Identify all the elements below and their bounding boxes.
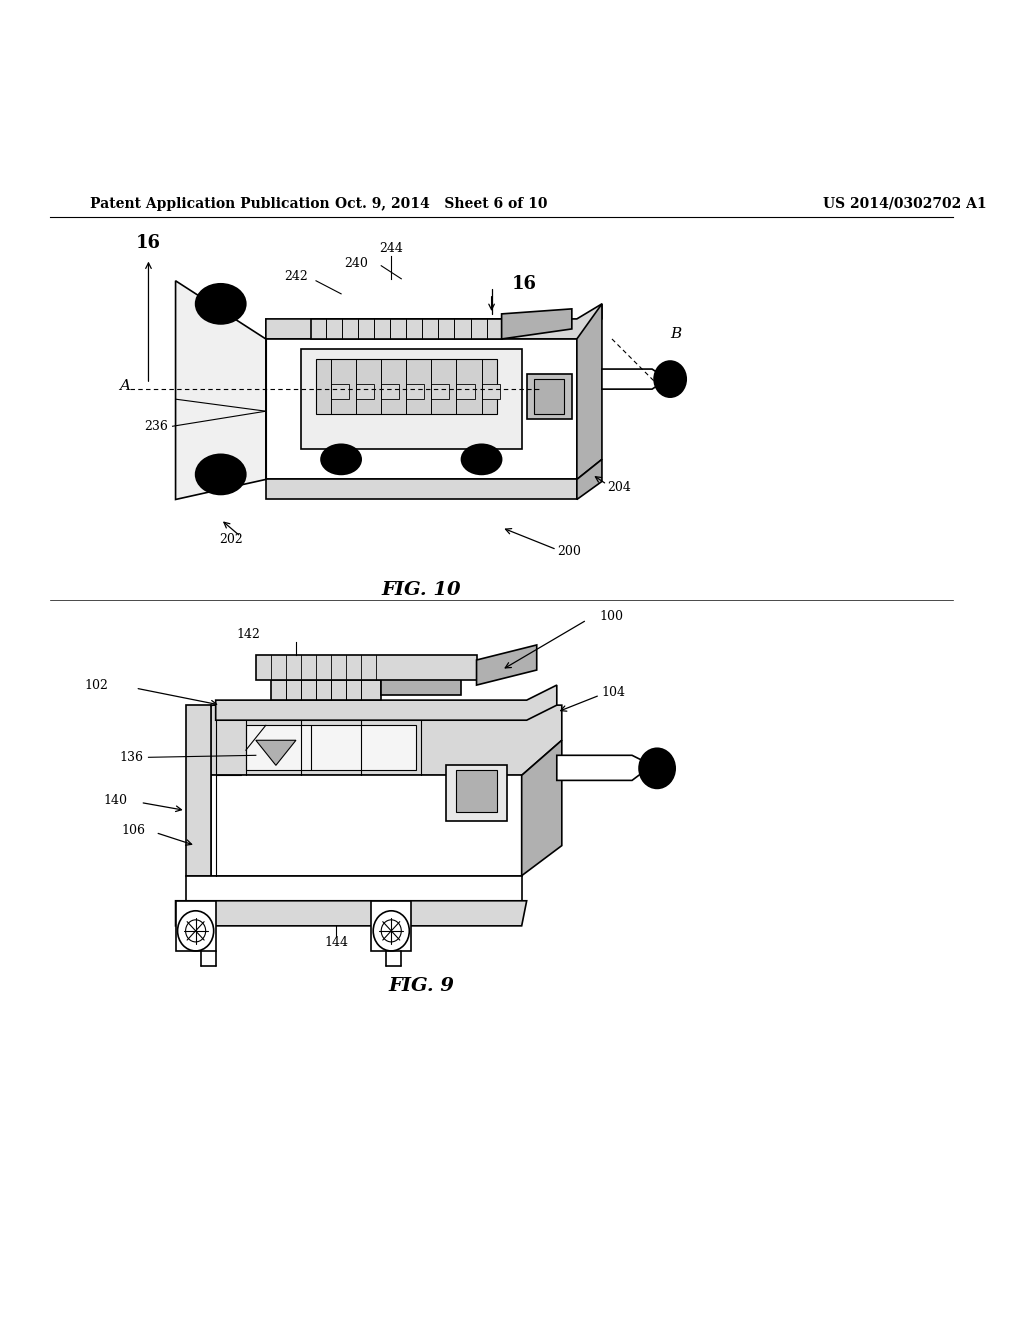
- Polygon shape: [256, 655, 476, 680]
- Text: B: B: [670, 327, 681, 341]
- Ellipse shape: [639, 748, 675, 788]
- Polygon shape: [311, 319, 502, 339]
- Polygon shape: [577, 304, 602, 479]
- Ellipse shape: [208, 463, 233, 486]
- Polygon shape: [266, 304, 602, 339]
- Polygon shape: [557, 755, 652, 780]
- Polygon shape: [175, 900, 216, 950]
- Polygon shape: [316, 359, 497, 414]
- Polygon shape: [371, 900, 412, 950]
- Polygon shape: [526, 374, 571, 420]
- Polygon shape: [602, 370, 668, 389]
- Polygon shape: [577, 459, 602, 499]
- Polygon shape: [381, 671, 462, 696]
- Text: 106: 106: [122, 824, 145, 837]
- Text: 244: 244: [379, 242, 403, 255]
- Text: 240: 240: [344, 257, 368, 271]
- Text: 144: 144: [324, 936, 348, 949]
- Polygon shape: [216, 685, 557, 721]
- Ellipse shape: [462, 445, 502, 474]
- Polygon shape: [266, 479, 577, 499]
- Ellipse shape: [196, 454, 246, 495]
- Text: A: A: [120, 379, 130, 393]
- Polygon shape: [331, 384, 349, 399]
- Polygon shape: [246, 725, 417, 771]
- Polygon shape: [356, 384, 374, 399]
- Polygon shape: [457, 384, 474, 399]
- Polygon shape: [175, 900, 526, 925]
- Polygon shape: [266, 339, 577, 479]
- Polygon shape: [431, 384, 450, 399]
- Polygon shape: [476, 645, 537, 685]
- Polygon shape: [481, 384, 500, 399]
- Polygon shape: [521, 741, 562, 875]
- Text: 204: 204: [607, 480, 631, 494]
- Text: 140: 140: [103, 793, 127, 807]
- Text: 104: 104: [602, 685, 626, 698]
- Text: 100: 100: [600, 610, 624, 623]
- Polygon shape: [185, 875, 521, 900]
- Polygon shape: [256, 741, 296, 766]
- Text: 16: 16: [512, 275, 537, 293]
- Polygon shape: [381, 384, 399, 399]
- Text: Patent Application Publication: Patent Application Publication: [90, 197, 330, 210]
- Polygon shape: [175, 281, 266, 499]
- Text: Oct. 9, 2014   Sheet 6 of 10: Oct. 9, 2014 Sheet 6 of 10: [335, 197, 548, 210]
- Polygon shape: [446, 766, 507, 821]
- Polygon shape: [502, 309, 571, 339]
- Text: 242: 242: [284, 271, 308, 284]
- Text: 202: 202: [219, 533, 243, 546]
- Text: US 2014/0302702 A1: US 2014/0302702 A1: [822, 197, 986, 210]
- Polygon shape: [407, 384, 424, 399]
- Text: 16: 16: [136, 234, 161, 252]
- Polygon shape: [211, 775, 521, 875]
- Ellipse shape: [208, 293, 233, 315]
- Ellipse shape: [322, 445, 361, 474]
- Text: 102: 102: [84, 678, 109, 692]
- Text: 142: 142: [237, 628, 261, 642]
- Text: 200: 200: [557, 545, 581, 558]
- Polygon shape: [534, 379, 564, 414]
- Polygon shape: [457, 771, 497, 813]
- Ellipse shape: [654, 362, 686, 397]
- Text: 236: 236: [144, 420, 169, 433]
- Text: FIG. 9: FIG. 9: [388, 977, 455, 995]
- Polygon shape: [185, 705, 211, 875]
- Text: 136: 136: [120, 751, 143, 764]
- Polygon shape: [301, 348, 521, 449]
- Text: FIG. 10: FIG. 10: [382, 581, 461, 599]
- Ellipse shape: [196, 284, 246, 323]
- Polygon shape: [211, 705, 562, 775]
- Polygon shape: [271, 680, 381, 700]
